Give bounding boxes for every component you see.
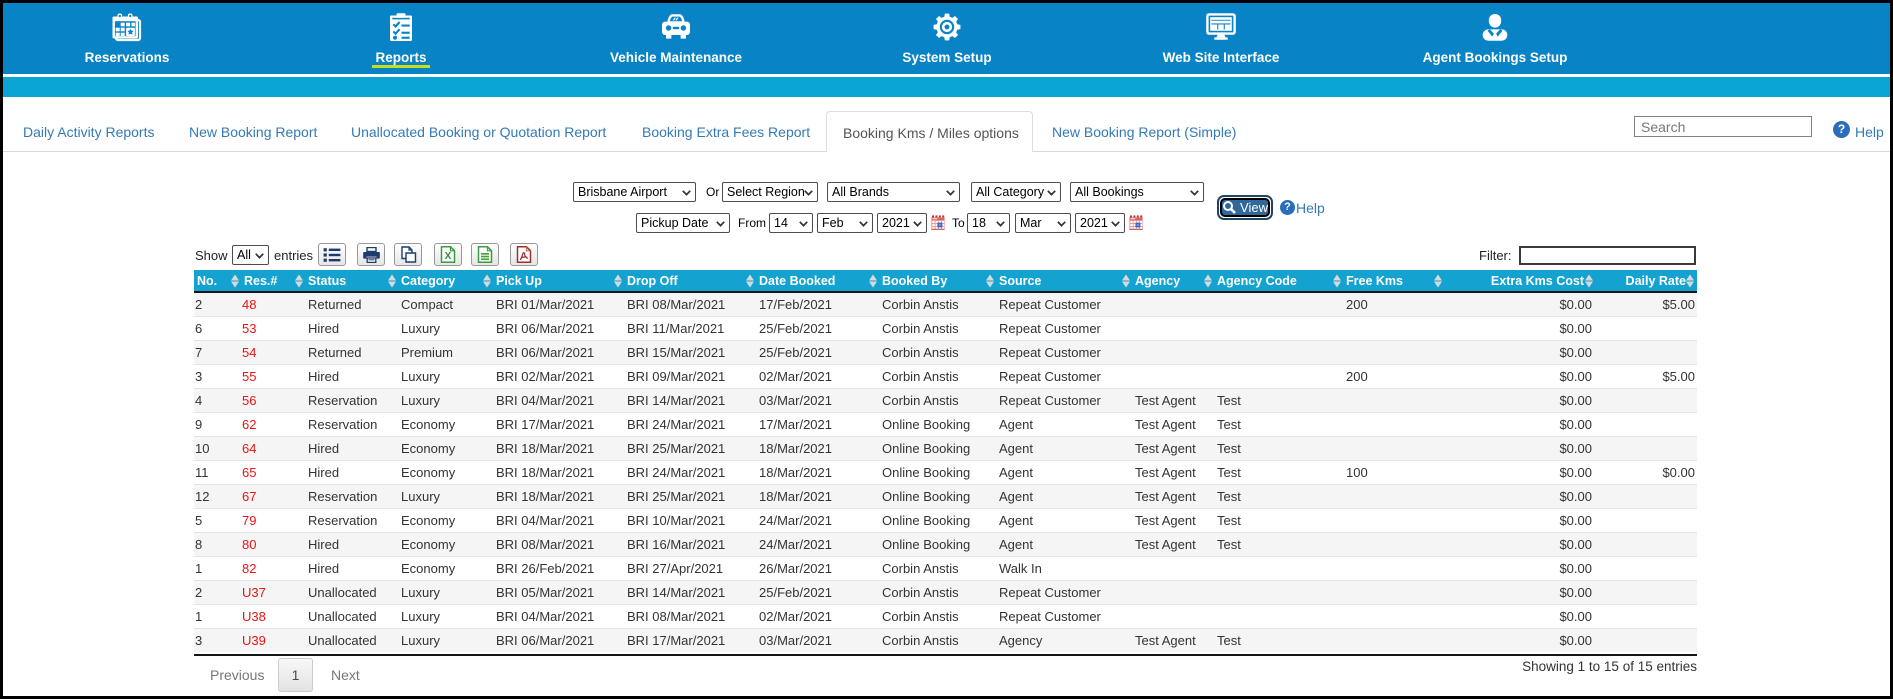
- svg-text:X: X: [445, 251, 452, 262]
